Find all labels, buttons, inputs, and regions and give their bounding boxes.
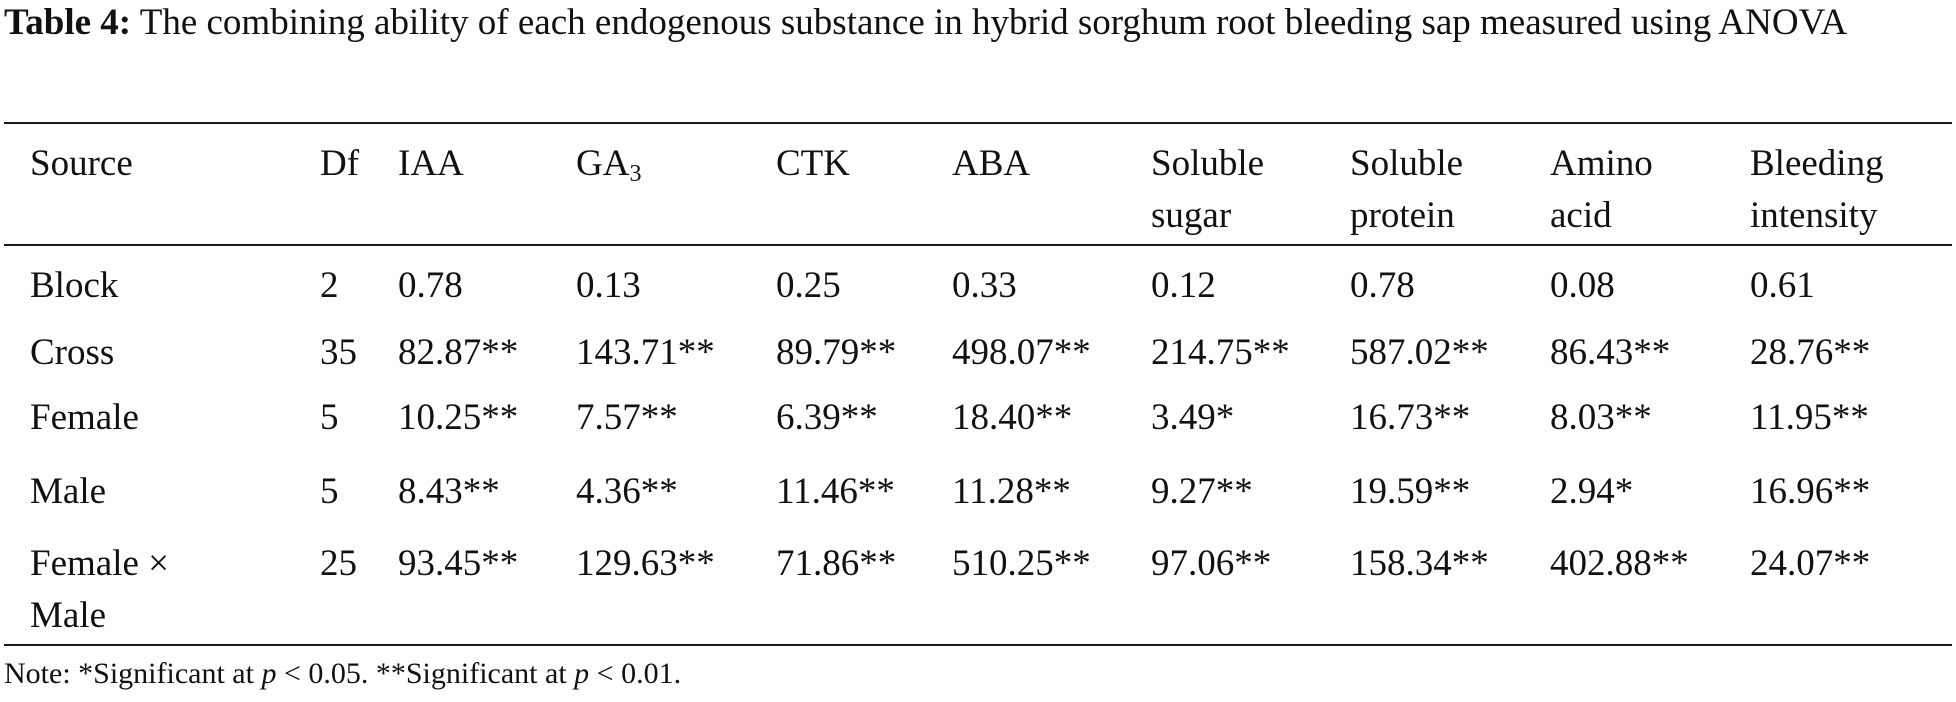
table-cell: 82.87** (398, 332, 519, 373)
table-cell: 0.13 (576, 265, 641, 306)
column-header: CTK (776, 143, 850, 184)
column-header: Source (30, 143, 133, 184)
table-cell: 510.25** (952, 543, 1091, 584)
column-header: Soluble (1151, 143, 1265, 184)
table-cell: 97.06** (1151, 543, 1272, 584)
table-cell: 0.61 (1750, 265, 1815, 306)
row-label: Block (30, 265, 119, 306)
table-cell: 0.12 (1151, 265, 1216, 306)
note-part-1: Note: *Significant at (4, 657, 262, 690)
column-header-ga3-base: GA (576, 143, 630, 184)
table-cell: 28.76** (1750, 332, 1871, 373)
table-cell: 19.59** (1350, 471, 1471, 512)
table-cell: 24.07** (1750, 543, 1871, 584)
table-cell: 2 (320, 265, 339, 306)
table-cell: 11.46** (776, 471, 895, 512)
table-cell: 2.94* (1550, 471, 1634, 512)
header-rule (4, 244, 1952, 246)
note-part-3: < 0.01. (589, 657, 682, 690)
table-cell: 9.27** (1151, 471, 1253, 512)
table-cell: 25 (320, 543, 357, 584)
table-cell: 0.78 (1350, 265, 1415, 306)
table-cell: 498.07** (952, 332, 1091, 373)
table-note: Note: *Significant at p < 0.05. **Signif… (4, 654, 681, 694)
table-cell: 8.43** (398, 471, 500, 512)
row-label: Male (30, 471, 107, 512)
table-cell: 3.49* (1151, 397, 1235, 438)
column-header: Bleeding (1750, 143, 1884, 184)
table-cell: 0.08 (1550, 265, 1615, 306)
column-header-ga3-subscript: 3 (629, 161, 642, 187)
row-label: Cross (30, 332, 115, 373)
column-header-ga3: GA3 (576, 138, 641, 190)
row-label: Male (30, 595, 107, 636)
table-cell: 7.57** (576, 397, 678, 438)
table-cell: 587.02** (1350, 332, 1489, 373)
column-header: ABA (952, 143, 1031, 184)
table-cell: 0.33 (952, 265, 1017, 306)
table-cell: 16.73** (1350, 397, 1471, 438)
table-cell: 11.28** (952, 471, 1071, 512)
table-cell: 11.95** (1750, 397, 1869, 438)
table-cell: 402.88** (1550, 543, 1689, 584)
column-header: Soluble (1350, 143, 1464, 184)
note-p-2: p (574, 657, 590, 690)
row-label: Female (30, 397, 139, 438)
caption-text: The combining ability of each endogenous… (139, 2, 1848, 43)
table-cell: 8.03** (1550, 397, 1652, 438)
table-cell: 71.86** (776, 543, 897, 584)
table-cell: 10.25** (398, 397, 519, 438)
table-cell: 214.75** (1151, 332, 1290, 373)
column-header: protein (1350, 195, 1455, 236)
table-cell: 0.78 (398, 265, 463, 306)
note-part-2: < 0.05. **Significant at (276, 657, 575, 690)
column-header: Df (320, 143, 360, 184)
table-cell: 16.96** (1750, 471, 1871, 512)
table-cell: 93.45** (398, 543, 519, 584)
column-header: sugar (1151, 195, 1232, 236)
table-cell: 35 (320, 332, 357, 373)
table-cell: 158.34** (1350, 543, 1489, 584)
table-label: Table 4: (4, 2, 132, 43)
table-cell: 0.25 (776, 265, 841, 306)
table-cell: 5 (320, 397, 339, 438)
table-cell: 129.63** (576, 543, 715, 584)
table-cell: 143.71** (576, 332, 715, 373)
bottom-rule (4, 644, 1952, 646)
table-cell: 5 (320, 471, 339, 512)
table-cell: 86.43** (1550, 332, 1671, 373)
column-header: Amino (1550, 143, 1653, 184)
note-p-1: p (261, 657, 277, 690)
column-header: intensity (1750, 195, 1878, 236)
table-cell: 89.79** (776, 332, 897, 373)
table-caption: Table 4: The combining ability of each e… (4, 0, 1952, 46)
table-cell: 18.40** (952, 397, 1073, 438)
table-cell: 6.39** (776, 397, 878, 438)
column-header: acid (1550, 195, 1612, 236)
top-rule (4, 122, 1952, 124)
row-label: Female × (30, 543, 170, 584)
column-header: IAA (398, 143, 464, 184)
table-cell: 4.36** (576, 471, 678, 512)
